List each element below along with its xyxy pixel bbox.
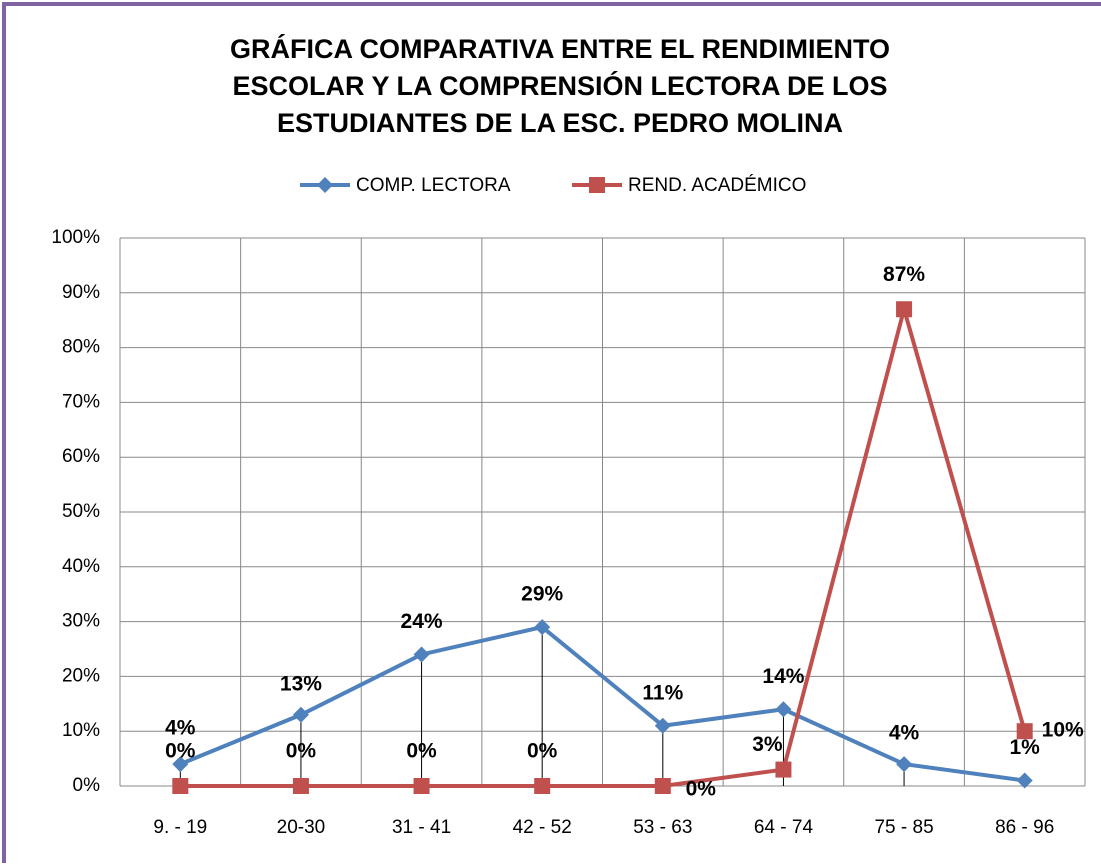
- marker: [413, 778, 430, 794]
- title-line: GRÁFICA COMPARATIVA ENTRE EL RENDIMIENTO: [230, 33, 890, 64]
- y-tick-label: 0%: [73, 775, 101, 796]
- title: GRÁFICA COMPARATIVA ENTRE EL RENDIMIENTO…: [230, 33, 890, 138]
- y-tick-label: 70%: [62, 391, 100, 412]
- y-tick-label: 50%: [62, 501, 100, 522]
- data-label: 0%: [286, 740, 317, 763]
- data-label: 4%: [889, 722, 920, 745]
- data-label: 0%: [527, 740, 558, 763]
- marker: [1016, 772, 1033, 789]
- y-tick-label: 80%: [62, 337, 100, 358]
- marker: [896, 301, 913, 318]
- marker: [534, 778, 551, 794]
- marker: [413, 646, 430, 663]
- marker: [1016, 723, 1033, 740]
- y-tick-label: 20%: [62, 665, 100, 686]
- marker: [172, 778, 189, 794]
- x-tick-label: 9. - 19: [153, 817, 207, 838]
- marker: [317, 177, 333, 193]
- data-label: 87%: [883, 263, 925, 286]
- marker: [589, 177, 605, 193]
- x-tick-label: 64 - 74: [754, 817, 814, 838]
- data-label: 4%: [165, 717, 196, 740]
- legend-label: REND. ACADÉMICO: [628, 175, 806, 196]
- data-label: 29%: [521, 583, 563, 606]
- y-tick-label: 100%: [51, 227, 100, 248]
- marker: [654, 778, 671, 794]
- data-label: 14%: [762, 665, 804, 688]
- x-tick-label: 75 - 85: [874, 817, 933, 838]
- x-tick-label: 53 - 63: [633, 817, 692, 838]
- legend-label: COMP. LECTORA: [356, 175, 511, 196]
- title-line: ESTUDIANTES DE LA ESC. PEDRO MOLINA: [277, 108, 843, 138]
- data-label: 0%: [406, 740, 437, 763]
- marker: [292, 778, 309, 794]
- marker: [775, 761, 792, 778]
- data-label: 1%: [1010, 736, 1041, 759]
- x-tick-label: 42 - 52: [513, 817, 572, 838]
- x-tick-label: 86 - 96: [995, 817, 1054, 838]
- series-line: [179, 624, 1025, 783]
- title-line: ESCOLAR Y LA COMPRENSIÓN LECTORA DE LOS: [232, 70, 887, 101]
- x-tick-label: 20-30: [277, 817, 326, 838]
- marker: [654, 717, 671, 734]
- data-label: 24%: [401, 610, 443, 633]
- data-label: 0%: [686, 778, 717, 801]
- y-tick-label: 30%: [62, 611, 100, 632]
- x-tick-label: 31 - 41: [392, 817, 451, 838]
- marker: [775, 701, 792, 718]
- y-tick-label: 60%: [62, 446, 100, 467]
- data-label: 10%: [1042, 719, 1084, 742]
- marker: [896, 756, 913, 773]
- marker: [292, 706, 309, 723]
- data-label: 3%: [752, 733, 783, 756]
- data-label: 11%: [642, 681, 683, 704]
- marker: [172, 756, 189, 773]
- data-label: 0%: [165, 740, 196, 763]
- y-tick-label: 40%: [62, 556, 100, 577]
- data-label: 13%: [280, 672, 322, 695]
- y-tick-label: 10%: [62, 720, 100, 741]
- series-line: [180, 301, 1027, 788]
- y-tick-label: 90%: [62, 282, 100, 303]
- marker: [534, 619, 551, 636]
